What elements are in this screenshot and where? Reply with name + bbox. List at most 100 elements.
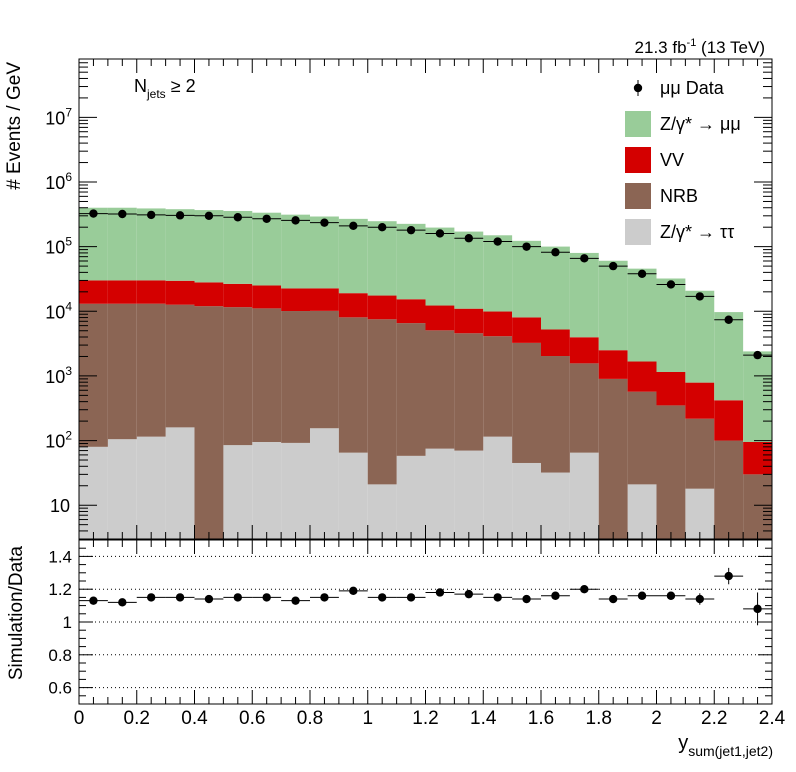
legend-entry: Z/γ* → μμ <box>625 111 741 137</box>
histogram-bar <box>136 436 166 539</box>
histogram-bar <box>627 268 657 362</box>
histogram-bar <box>685 382 715 419</box>
legend: μμ Data Z/γ* → μμ VV NRB Z/γ* → ττ <box>625 78 741 245</box>
histogram-bar <box>136 208 166 281</box>
histogram-bar <box>338 317 368 453</box>
histogram-bar <box>194 282 224 307</box>
histogram-bar <box>569 337 599 364</box>
x-tick-label: 2.2 <box>701 708 727 729</box>
bottom-y-ticks: 0.6 0.8 1 1.2 1.4 <box>48 539 772 705</box>
histogram-bar <box>743 442 772 475</box>
ratio-point <box>175 593 185 602</box>
ratio-point <box>262 593 271 602</box>
ratio-point <box>522 594 531 604</box>
histogram-bar <box>310 310 339 429</box>
data-point <box>666 280 676 289</box>
histogram-bar <box>338 293 368 318</box>
histogram-bar <box>512 342 541 463</box>
ratio-point <box>118 598 127 607</box>
histogram-bar <box>454 308 484 334</box>
ratio-point <box>724 571 733 581</box>
histogram-bar <box>627 484 657 539</box>
histogram-bar <box>714 440 744 539</box>
legend-swatch <box>625 219 651 245</box>
data-point <box>146 210 156 220</box>
histogram-bar <box>425 448 455 539</box>
y-tick-label: 104 <box>45 299 72 322</box>
histogram-bar <box>367 484 397 539</box>
x-tick-label: 2.4 <box>759 708 786 729</box>
histogram-bar <box>338 218 368 294</box>
histogram-bar <box>541 356 570 473</box>
y-tick-label: 10 <box>50 496 70 516</box>
histogram-bar <box>656 372 686 406</box>
data-point <box>580 254 589 263</box>
legend-label: Z/γ* → μμ <box>660 114 741 134</box>
histogram-bar <box>512 317 541 343</box>
histogram-bar <box>598 260 628 351</box>
ratio-point <box>464 589 474 599</box>
data-point <box>608 261 618 271</box>
histogram-bar <box>569 452 599 539</box>
histogram-bar <box>512 462 541 539</box>
histogram-bar <box>79 446 108 539</box>
legend-swatch <box>625 111 651 137</box>
histogram-bar <box>454 231 484 309</box>
histogram-bar <box>483 235 513 312</box>
histogram-bar <box>281 311 310 443</box>
x-tick-label: 2 <box>651 708 662 729</box>
ratio-point <box>89 596 98 605</box>
ratio-point <box>406 593 416 602</box>
histogram-bar <box>252 285 282 309</box>
ratio-point <box>349 586 358 596</box>
series-1 <box>79 303 772 539</box>
histogram-bar <box>425 330 455 449</box>
top-y-axis-title: # Events / GeV <box>4 62 25 190</box>
histogram-bar <box>223 210 253 284</box>
histogram-bar <box>656 405 686 539</box>
data-point <box>637 269 647 279</box>
legend-label: NRB <box>660 186 698 206</box>
data-point <box>464 234 474 243</box>
histogram-bar <box>194 210 224 283</box>
bottom-frame <box>78 539 773 705</box>
histogram-bar <box>598 350 628 379</box>
ratio-point <box>204 594 214 604</box>
bottom-y-axis-title: Simulation/Data <box>6 546 27 681</box>
histogram-bar <box>714 400 744 441</box>
histogram-bar <box>656 278 686 373</box>
data-point <box>320 218 329 227</box>
ratio-point <box>637 591 647 600</box>
legend-swatch <box>625 183 651 209</box>
histogram-bar <box>107 439 137 539</box>
data-point <box>435 229 445 238</box>
x-tick-label: 0 <box>74 708 85 729</box>
histogram-bar <box>107 280 137 304</box>
histogram-bar <box>136 280 166 304</box>
ratio-point <box>493 593 502 602</box>
ratio-point <box>291 596 300 605</box>
ratio-point <box>695 594 705 604</box>
histogram-bar <box>367 319 397 485</box>
y-tick-label: 103 <box>45 364 72 387</box>
x-tick-label: 1.4 <box>470 708 497 729</box>
histogram-bar <box>685 290 715 383</box>
ratio-panel: 0.6 0.8 1 1.2 1.4 0 0.2 0.4 0.6 0.8 1 1.2 1.4 1.6 1.8 2… <box>48 539 786 729</box>
y-tick-label: 106 <box>45 170 72 193</box>
histogram-bar <box>165 427 195 539</box>
legend-entry: μμ Data <box>633 78 725 98</box>
x-tick-label: 1.8 <box>586 708 612 729</box>
histogram-bar <box>396 455 426 539</box>
histogram-bar <box>743 351 772 443</box>
ratio-point <box>233 593 243 602</box>
top-x-ticks <box>78 59 773 539</box>
legend-swatch <box>625 147 651 173</box>
x-tick-label: 0.6 <box>239 708 265 729</box>
histogram-bar <box>281 442 310 539</box>
histogram-bar <box>425 305 455 331</box>
x-tick-label: 0.4 <box>181 708 208 729</box>
histogram-bar <box>136 303 166 437</box>
data-point <box>522 242 531 251</box>
histogram-bar <box>79 207 108 281</box>
histogram-bar <box>483 336 513 437</box>
